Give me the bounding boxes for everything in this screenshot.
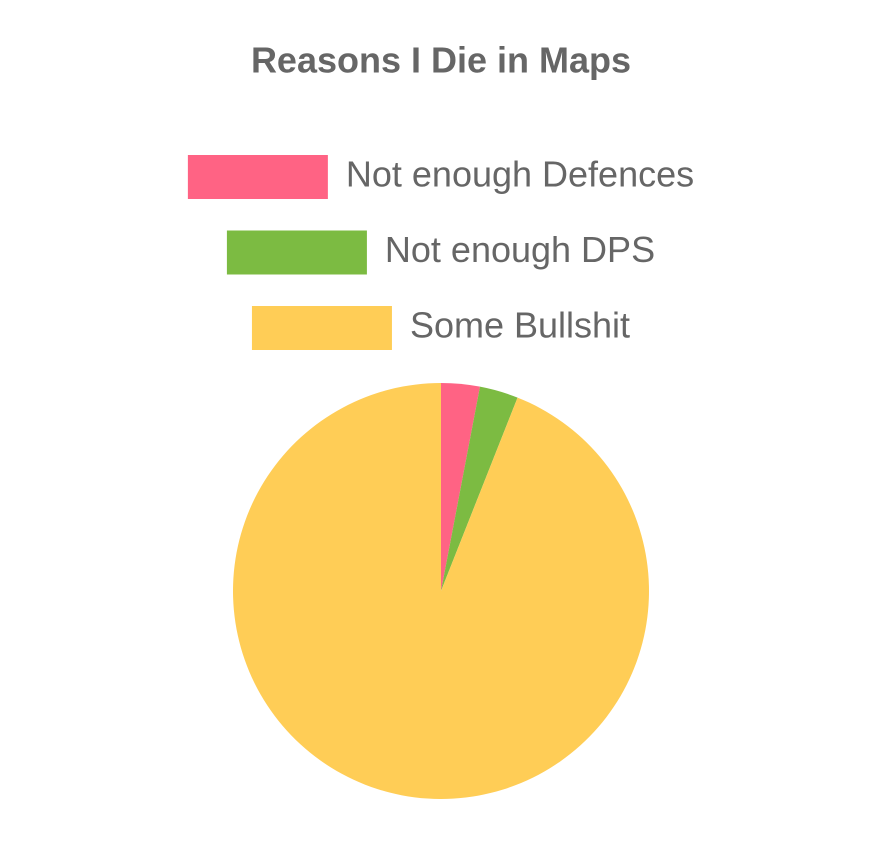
legend-swatch (251, 306, 392, 350)
pie-slice (441, 386, 518, 591)
chart-title: Reasons I Die in Maps (251, 40, 631, 81)
pie-slice (441, 383, 480, 591)
legend-label: Some Bullshit (410, 305, 630, 346)
legend-swatch (226, 230, 367, 275)
legend-label: Not enough DPS (385, 229, 655, 270)
pie-slice (233, 383, 649, 799)
legend-label: Not enough Defences (346, 154, 694, 195)
legend-swatch (187, 155, 328, 199)
